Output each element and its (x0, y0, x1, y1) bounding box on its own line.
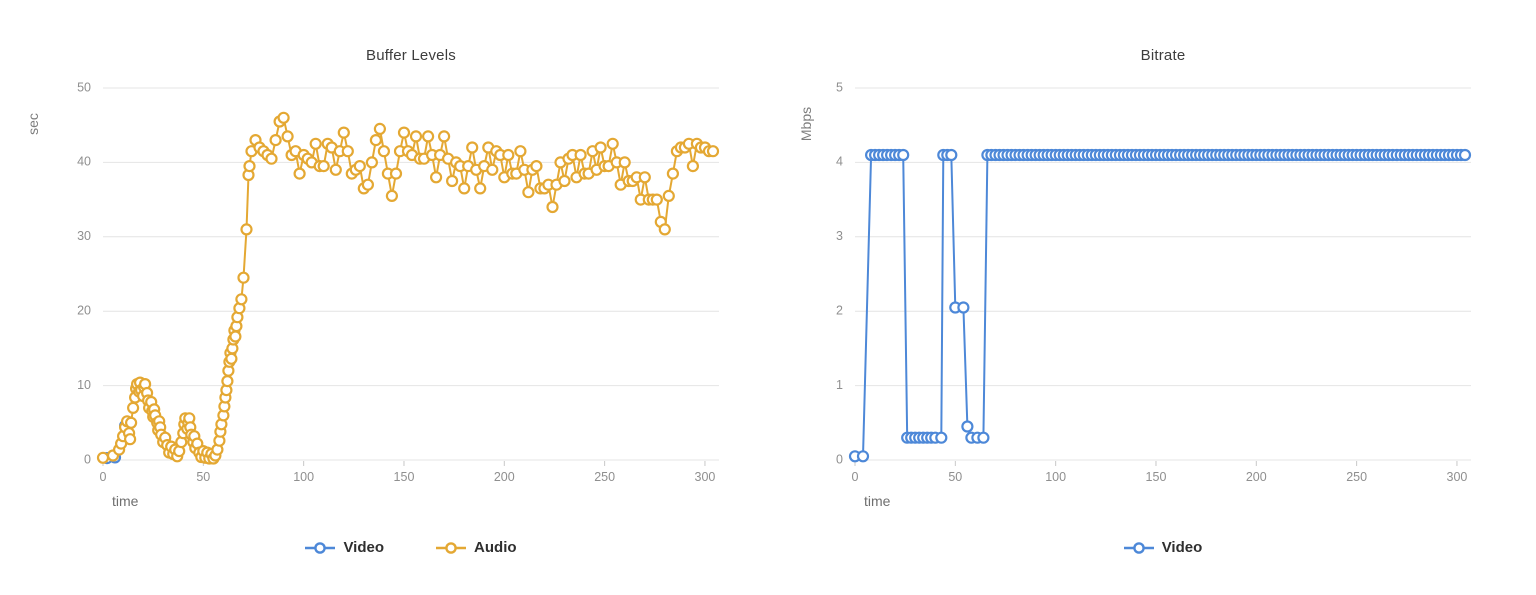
legend-item-video: Video (305, 539, 384, 556)
svg-text:30: 30 (77, 229, 91, 243)
x-ticks: 0 50 100 150 200 250 300 (100, 461, 716, 484)
audio-legend-marker-icon (436, 541, 467, 554)
video-legend-marker-icon (305, 541, 336, 554)
series-video (848, 148, 1472, 463)
svg-text:0: 0 (852, 470, 859, 484)
y-tick-labels: 0 1 2 3 4 5 (836, 80, 843, 466)
svg-text:50: 50 (196, 470, 210, 484)
bitrate-legend: Video (855, 539, 1471, 556)
svg-text:300: 300 (695, 470, 716, 484)
svg-text:0: 0 (100, 470, 107, 484)
svg-text:40: 40 (77, 155, 91, 169)
series-audio (96, 111, 720, 465)
bitrate-chart-panel: Bitrate Mbps 0 1 2 3 4 5 0 50 100 150 200 250 300 ti… (768, 0, 1536, 595)
svg-text:200: 200 (1246, 470, 1267, 484)
svg-text:150: 150 (394, 470, 415, 484)
y-gridlines (855, 87, 1471, 461)
buffer-levels-plot: 0 10 20 30 40 50 0 50 100 150 200 250 300 (77, 80, 720, 484)
y-tick-labels: 0 10 20 30 40 50 (77, 80, 91, 466)
legend-item-audio: Audio (436, 539, 517, 556)
svg-text:100: 100 (1045, 470, 1066, 484)
svg-text:5: 5 (836, 80, 843, 94)
bitrate-title: Bitrate (1140, 47, 1186, 64)
svg-text:4: 4 (836, 155, 843, 169)
svg-text:300: 300 (1447, 470, 1468, 484)
buffer-levels-x-axis-label: time (112, 493, 139, 509)
legend-item-video: Video (1123, 539, 1203, 556)
svg-text:3: 3 (836, 229, 843, 243)
y-gridlines (103, 87, 719, 461)
buffer-levels-legend: Video Audio (103, 539, 719, 556)
legend-label: Video (1161, 539, 1203, 556)
buffer-levels-title: Buffer Levels (366, 47, 456, 64)
svg-text:50: 50 (77, 80, 91, 94)
svg-text:0: 0 (84, 452, 91, 466)
svg-text:200: 200 (494, 470, 515, 484)
svg-text:50: 50 (948, 470, 962, 484)
svg-text:250: 250 (594, 470, 615, 484)
legend-label: Audio (474, 539, 517, 556)
svg-text:20: 20 (77, 303, 91, 317)
svg-text:2: 2 (836, 303, 843, 317)
svg-text:0: 0 (836, 452, 843, 466)
video-legend-marker-icon (1123, 541, 1154, 554)
svg-text:1: 1 (836, 378, 843, 392)
svg-text:150: 150 (1146, 470, 1167, 484)
svg-text:250: 250 (1346, 470, 1367, 484)
svg-text:10: 10 (77, 378, 91, 392)
legend-label: Video (343, 539, 385, 556)
buffer-levels-chart-panel: Buffer Levels sec 0 10 20 30 40 50 0 50 100 150 20… (25, 47, 720, 556)
svg-text:100: 100 (293, 470, 314, 484)
bitrate-x-axis-label: time (864, 493, 891, 509)
x-ticks: 0 50 100 150 200 250 300 (852, 461, 1468, 484)
